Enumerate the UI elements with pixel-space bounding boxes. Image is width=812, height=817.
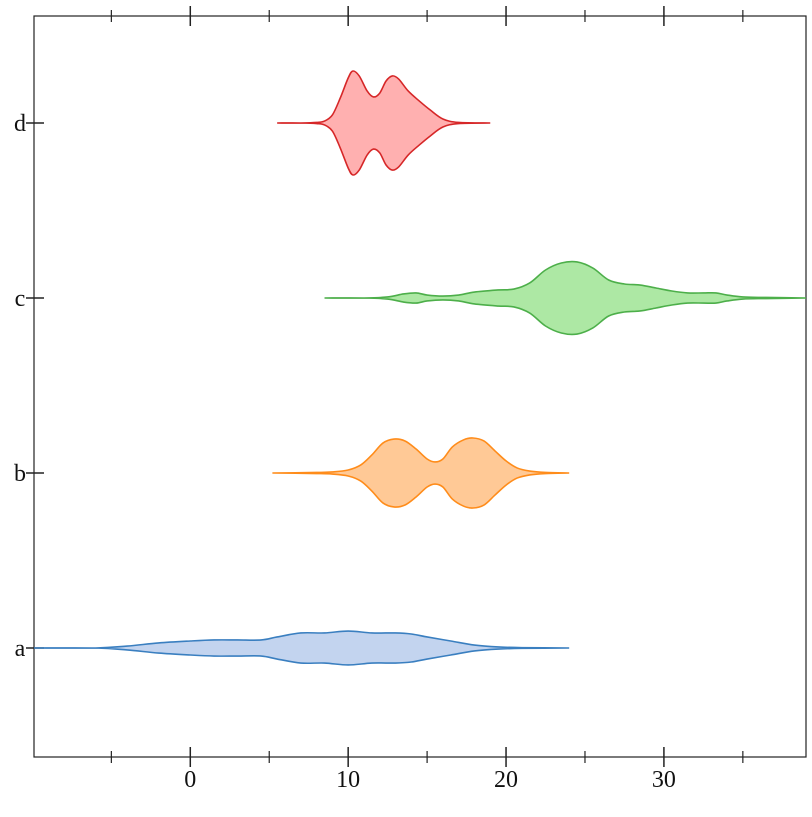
y-tick-label: a <box>15 636 26 662</box>
plot-frame <box>33 15 807 758</box>
y-tick-label: c <box>15 286 26 312</box>
y-tick-label: d <box>14 111 26 137</box>
x-tick-label: 20 <box>494 767 518 793</box>
y-tick-label: b <box>14 461 26 487</box>
x-tick-label: 30 <box>652 767 676 793</box>
x-tick-label: 10 <box>336 767 360 793</box>
violin <box>324 260 807 336</box>
violin <box>33 630 570 666</box>
violin <box>277 70 491 176</box>
violin <box>272 437 570 509</box>
x-tick-label: 0 <box>184 767 196 793</box>
